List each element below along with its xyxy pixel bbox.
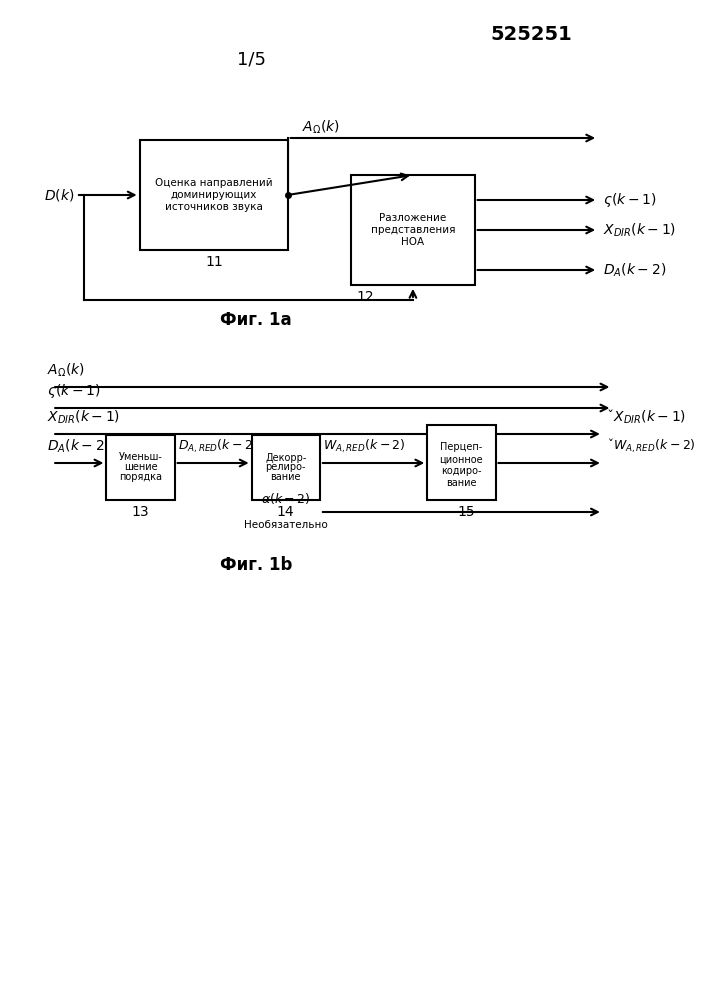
Text: Необязательно: Необязательно	[244, 520, 327, 530]
Text: 11: 11	[205, 255, 223, 269]
Text: 1/5: 1/5	[237, 51, 266, 69]
Text: $\check{W}_{A,RED}(k-2)$: $\check{W}_{A,RED}(k-2)$	[607, 437, 695, 455]
Text: 13: 13	[132, 505, 149, 519]
Text: Разложение: Разложение	[379, 213, 447, 223]
Text: порядка: порядка	[119, 473, 162, 483]
Text: $D_A(k-2)$: $D_A(k-2)$	[603, 261, 666, 279]
Text: Декорр-: Декорр-	[265, 452, 306, 463]
Text: $X_{DIR}(k-1)$: $X_{DIR}(k-1)$	[603, 221, 676, 239]
Text: $W_{A,RED}(k-2)$: $W_{A,RED}(k-2)$	[323, 438, 406, 455]
Text: $\varsigma(k-1)$: $\varsigma(k-1)$	[603, 191, 656, 209]
Bar	[351, 175, 474, 285]
Text: 15: 15	[457, 505, 475, 519]
Text: $D(k)$: $D(k)$	[44, 187, 74, 203]
Text: $D_A(k-2)$: $D_A(k-2)$	[47, 438, 111, 455]
Text: кодиро-: кодиро-	[441, 466, 481, 477]
Text: ционное: ционное	[440, 454, 483, 464]
Text: вание: вание	[271, 473, 301, 483]
Bar	[106, 435, 175, 500]
Text: Фиг. 1а: Фиг. 1а	[221, 311, 292, 329]
Bar	[252, 435, 320, 500]
Text: $\varsigma(k-1)$: $\varsigma(k-1)$	[47, 382, 101, 400]
Text: НОА: НОА	[402, 237, 424, 247]
Bar	[427, 425, 496, 500]
Text: шение: шение	[124, 462, 157, 473]
Text: Уменьш-: Уменьш-	[119, 452, 163, 462]
Text: $\check{X}_{DIR}(k-1)$: $\check{X}_{DIR}(k-1)$	[607, 408, 686, 426]
Text: Оценка направлений: Оценка направлений	[156, 178, 273, 188]
Text: релиро-: релиро-	[265, 462, 306, 473]
Text: 14: 14	[277, 505, 295, 519]
Bar	[141, 140, 288, 250]
Text: вание: вание	[446, 479, 477, 488]
Text: 12: 12	[356, 290, 373, 304]
Text: $D_{A,RED}(k-2)$: $D_{A,RED}(k-2)$	[177, 438, 257, 455]
Text: доминирующих: доминирующих	[171, 190, 257, 200]
Text: $X_{DIR}(k-1)$: $X_{DIR}(k-1)$	[47, 409, 121, 426]
Text: $\alpha(k-2)$: $\alpha(k-2)$	[261, 491, 310, 506]
Text: источников звука: источников звука	[165, 202, 263, 212]
Text: Фиг. 1b: Фиг. 1b	[220, 556, 293, 574]
Text: $A_{\Omega}(k)$: $A_{\Omega}(k)$	[302, 118, 339, 136]
Text: представления: представления	[370, 225, 455, 235]
Text: 525251: 525251	[491, 25, 573, 44]
Text: $A_{\Omega}(k)$: $A_{\Omega}(k)$	[47, 362, 85, 379]
Text: Перцеп-: Перцеп-	[440, 442, 482, 452]
